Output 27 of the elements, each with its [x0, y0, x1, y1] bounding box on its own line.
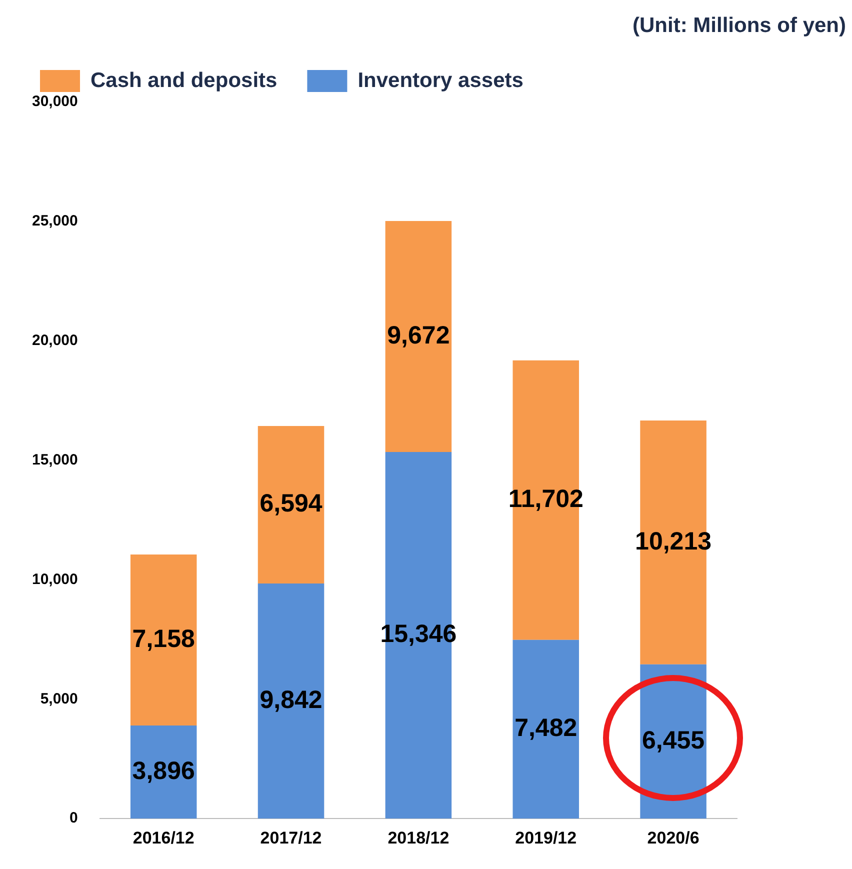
x-tick-label: 2018/12: [388, 828, 450, 848]
y-tick-label: 20,000: [32, 332, 78, 350]
data-label: 7,158: [132, 624, 195, 653]
x-tick-label: 2019/12: [515, 828, 577, 848]
bar: [258, 584, 324, 819]
legend-label: Cash and deposits: [90, 68, 278, 92]
y-tick-label: 0: [70, 810, 78, 827]
bar: [385, 221, 452, 452]
legend-label: Inventory assets: [358, 68, 524, 92]
data-label: 6,594: [260, 490, 322, 518]
y-tick-label: 25,000: [32, 212, 78, 230]
bar: [130, 554, 197, 726]
x-tick-label: 2020/6: [647, 828, 700, 848]
text: (Unit: Millions of yen): [632, 14, 846, 38]
bar: [512, 640, 579, 819]
x-tick-label: 2016/12: [132, 828, 194, 848]
y-tick-label: 10,000: [32, 570, 78, 588]
y-tick-label: 30,000: [32, 93, 78, 110]
data-label: 9,672: [387, 321, 450, 350]
y-tick-label: 5,000: [40, 690, 78, 708]
data-label: 3,896: [132, 756, 195, 785]
x-tick-label: 2017/12: [260, 828, 322, 848]
y-tick-label: 15,000: [32, 451, 78, 468]
data-label: 7,482: [514, 714, 578, 742]
bar: [258, 426, 324, 584]
data-label: 6,455: [642, 726, 705, 754]
data-label: 9,842: [260, 686, 322, 714]
